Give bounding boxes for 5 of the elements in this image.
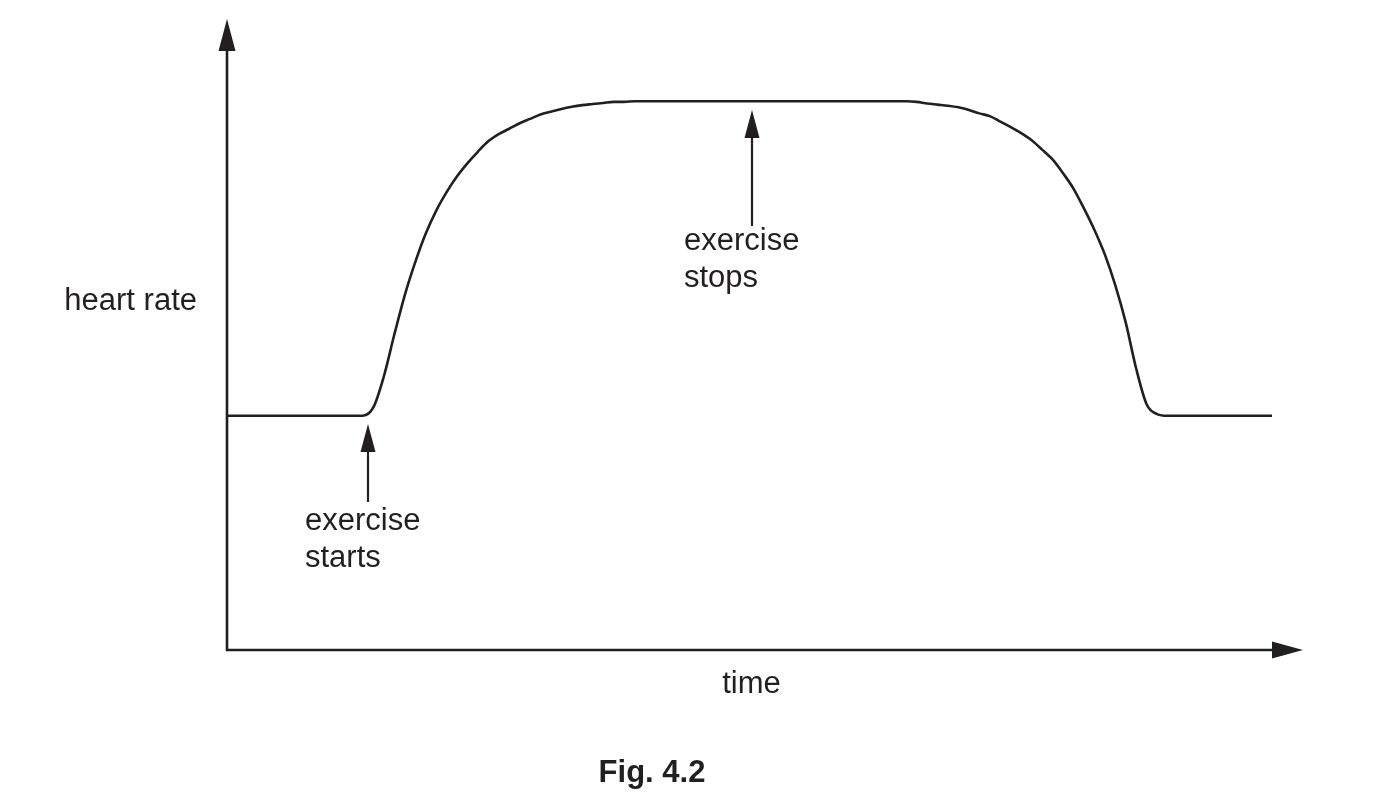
text: Fig. 4.2 [598,753,706,789]
annotation: exercise stops [684,221,800,294]
y-axis-title: heart rate [64,281,197,317]
x-axis-title: time [722,664,781,700]
annotation: exercise starts [305,501,421,574]
